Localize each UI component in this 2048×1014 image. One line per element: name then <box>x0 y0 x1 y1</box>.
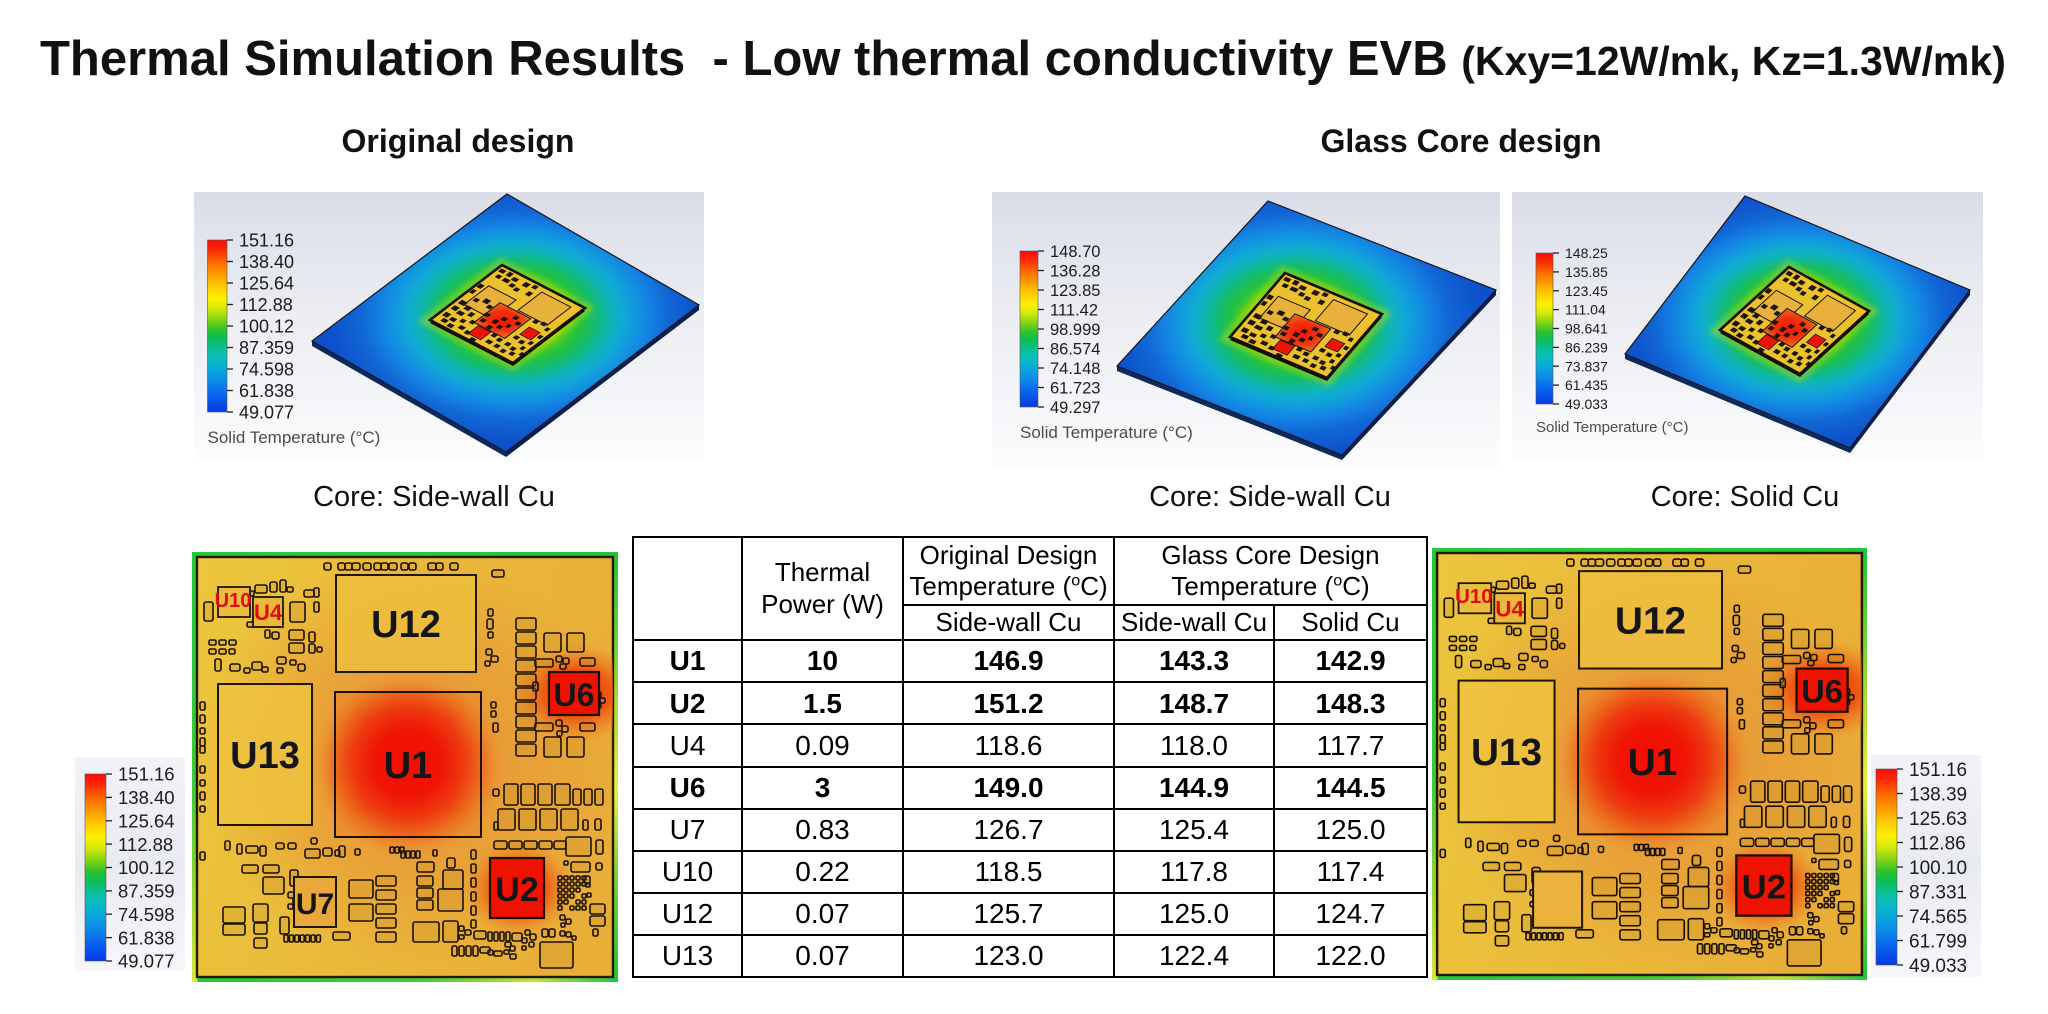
svg-text:61.723: 61.723 <box>1050 379 1100 397</box>
svg-text:123.45: 123.45 <box>1565 283 1608 299</box>
svg-text:Solid Temperature (°C): Solid Temperature (°C) <box>1536 419 1688 436</box>
svg-text:138.39: 138.39 <box>1909 784 1967 805</box>
svg-text:151.16: 151.16 <box>118 764 175 785</box>
svg-text:148.25: 148.25 <box>1565 245 1608 261</box>
svg-text:98.999: 98.999 <box>1050 321 1100 339</box>
svg-text:Solid Temperature (°C): Solid Temperature (°C) <box>208 428 381 447</box>
svg-text:61.435: 61.435 <box>1565 377 1608 393</box>
svg-text:112.86: 112.86 <box>1909 833 1966 854</box>
svg-text:86.239: 86.239 <box>1565 339 1608 355</box>
svg-text:138.40: 138.40 <box>118 787 175 808</box>
svg-text:U4: U4 <box>1495 596 1524 621</box>
svg-text:49.033: 49.033 <box>1909 956 1967 977</box>
svg-text:U1: U1 <box>1628 741 1678 784</box>
svg-text:100.10: 100.10 <box>1909 858 1967 879</box>
svg-text:U2: U2 <box>1742 869 1786 907</box>
svg-text:U13: U13 <box>230 735 300 777</box>
svg-text:74.565: 74.565 <box>1909 907 1967 928</box>
svg-text:112.88: 112.88 <box>118 834 173 855</box>
svg-text:U6: U6 <box>1801 674 1843 710</box>
svg-text:138.40: 138.40 <box>239 252 294 272</box>
svg-text:125.64: 125.64 <box>239 274 294 294</box>
svg-text:123.85: 123.85 <box>1050 282 1100 300</box>
svg-text:112.88: 112.88 <box>239 295 293 315</box>
svg-text:Solid Temperature (°C): Solid Temperature (°C) <box>1020 423 1193 442</box>
svg-text:74.598: 74.598 <box>239 360 294 380</box>
svg-text:87.331: 87.331 <box>1909 882 1967 903</box>
svg-text:100.12: 100.12 <box>239 317 294 337</box>
svg-text:U4: U4 <box>254 600 283 625</box>
svg-text:U2: U2 <box>495 871 538 909</box>
svg-text:U12: U12 <box>371 604 441 646</box>
svg-text:148.70: 148.70 <box>1050 243 1100 261</box>
svg-text:49.033: 49.033 <box>1565 396 1608 412</box>
svg-text:49.297: 49.297 <box>1050 399 1100 417</box>
svg-text:151.16: 151.16 <box>1909 760 1967 781</box>
svg-text:U13: U13 <box>1471 731 1542 774</box>
svg-text:98.641: 98.641 <box>1565 321 1608 337</box>
svg-text:U1: U1 <box>384 745 433 787</box>
svg-text:49.077: 49.077 <box>239 403 294 423</box>
svg-text:86.574: 86.574 <box>1050 340 1100 358</box>
svg-text:87.359: 87.359 <box>118 881 175 902</box>
svg-text:125.63: 125.63 <box>1909 809 1967 830</box>
svg-text:49.077: 49.077 <box>118 951 175 971</box>
svg-text:87.359: 87.359 <box>239 338 294 358</box>
svg-text:61.799: 61.799 <box>1909 931 1967 952</box>
svg-text:151.16: 151.16 <box>239 231 294 251</box>
svg-text:73.837: 73.837 <box>1565 358 1608 374</box>
svg-text:61.838: 61.838 <box>239 381 294 401</box>
svg-text:61.838: 61.838 <box>118 927 175 948</box>
svg-text:U7: U7 <box>296 888 334 921</box>
svg-text:U10: U10 <box>1455 586 1492 608</box>
svg-text:135.85: 135.85 <box>1565 264 1608 280</box>
svg-text:74.598: 74.598 <box>118 904 175 925</box>
svg-text:100.12: 100.12 <box>118 857 175 878</box>
svg-text:111.42: 111.42 <box>1050 301 1098 319</box>
svg-text:136.28: 136.28 <box>1050 262 1100 280</box>
svg-text:111.04: 111.04 <box>1565 302 1606 318</box>
svg-text:125.64: 125.64 <box>118 810 175 831</box>
svg-text:U6: U6 <box>554 677 595 713</box>
svg-text:74.148: 74.148 <box>1050 360 1100 378</box>
svg-text:U12: U12 <box>1615 600 1686 643</box>
svg-text:U10: U10 <box>215 590 252 612</box>
